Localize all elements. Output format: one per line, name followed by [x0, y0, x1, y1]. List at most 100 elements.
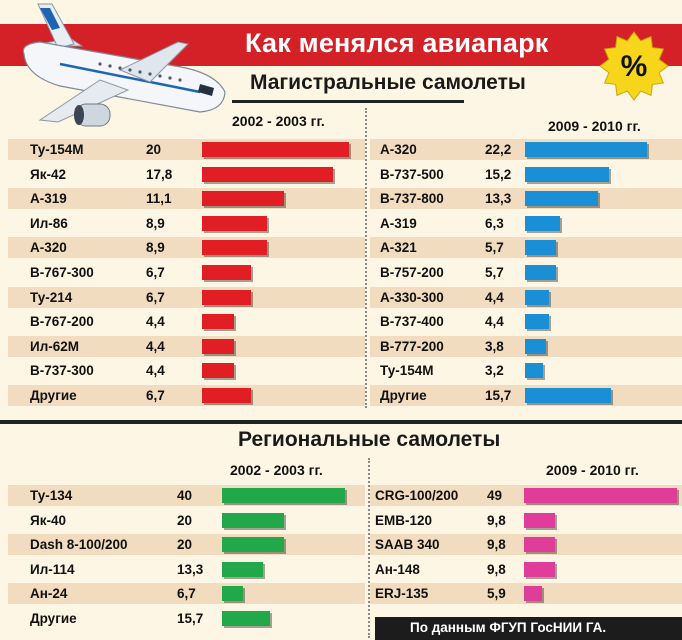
value-label: 6,7	[146, 289, 165, 305]
bar-main-2002	[202, 142, 349, 157]
value-label: 20	[177, 512, 193, 528]
bar-main-2009	[525, 215, 560, 231]
value-label: 6,7	[146, 388, 165, 403]
bar-regional-2009	[524, 512, 555, 528]
value-label: 4,4	[485, 289, 504, 305]
page-title: Как менялся авиапарк	[245, 28, 549, 58]
period-label-main-right: 2009 - 2010 гг.	[548, 118, 641, 134]
value-label: 5,9	[487, 586, 506, 602]
value-label: 9,8	[487, 512, 506, 528]
category-label: Dash 8-100/200	[30, 537, 128, 553]
column-divider	[365, 108, 367, 408]
section-title-regional: Региональные самолеты	[238, 428, 501, 451]
value-label: 15,7	[177, 611, 204, 626]
badge-text: %	[621, 50, 648, 83]
airplane-illustration	[22, 3, 226, 127]
category-label: Ил-114	[30, 561, 75, 577]
category-label: Другие	[30, 388, 77, 403]
value-label: 11,1	[146, 191, 172, 207]
bar-regional-2002	[222, 611, 270, 626]
category-label: Ил-62М	[30, 338, 80, 354]
category-label: А-320	[380, 142, 417, 157]
bar-main-2002	[202, 191, 284, 207]
category-label: Як-42	[30, 166, 66, 182]
value-label: 6,7	[146, 265, 165, 280]
category-label: А-319	[30, 191, 67, 207]
section-divider	[0, 420, 682, 424]
value-label: 6,7	[177, 586, 196, 602]
category-label: B-767-300	[30, 265, 94, 280]
row-background	[8, 385, 365, 406]
source-box	[375, 617, 682, 640]
section-rule	[232, 100, 464, 103]
category-label: А-319	[380, 215, 417, 231]
category-label: Ту-214	[30, 289, 73, 305]
category-label: А-320	[30, 240, 67, 256]
bar-main-2009	[525, 314, 549, 330]
bar-regional-2009	[524, 537, 555, 553]
bar-main-2002	[202, 265, 251, 280]
bar-regional-2009	[524, 488, 677, 503]
bar-main-2002	[202, 338, 234, 354]
category-label: Ил-86	[30, 215, 68, 231]
bar-main-2002	[202, 314, 234, 330]
category-label: Другие	[380, 388, 427, 403]
row-background	[8, 335, 365, 357]
bar-regional-2002	[222, 488, 345, 503]
category-label: ERJ-135	[375, 586, 429, 602]
bar-main-2009	[525, 240, 556, 256]
bar-regional-2002	[222, 561, 263, 577]
value-label: 15,7	[485, 388, 512, 403]
period-label-main-left: 2002 - 2003 гг.	[232, 113, 325, 129]
row-background	[8, 286, 365, 308]
section-title-main: Магистральные самолеты	[250, 71, 526, 94]
value-label: 17,8	[146, 166, 173, 182]
bar-main-2009	[525, 338, 546, 354]
category-label: Ан-24	[30, 586, 68, 602]
value-label: 3,2	[485, 363, 504, 379]
value-label: 20	[177, 537, 193, 553]
period-label-regional-right: 2009 - 2010 гг.	[546, 462, 639, 478]
category-label: B-737-800	[380, 191, 444, 207]
value-label: 8,9	[146, 240, 165, 256]
category-label: EMB-120	[375, 512, 433, 528]
category-label: Як-40	[30, 512, 66, 528]
value-label: 3,8	[485, 338, 504, 354]
value-label: 4,4	[146, 363, 165, 379]
bar-main-2009	[525, 363, 543, 379]
category-label: Ту-154М	[380, 363, 434, 379]
category-label: Ту-154М	[30, 142, 84, 157]
bar-main-2002	[202, 388, 251, 403]
bar-regional-2002	[222, 537, 284, 553]
bar-main-2002	[202, 289, 251, 305]
bar-main-2009	[525, 289, 549, 305]
value-label: 5,7	[485, 240, 504, 256]
bar-main-2002	[202, 240, 267, 256]
category-label: B-737-300	[30, 363, 94, 379]
category-label: B-767-200	[30, 314, 94, 330]
value-label: 6,3	[485, 215, 504, 231]
bar-main-2009	[525, 166, 609, 182]
period-label-regional-left: 2002 - 2003 гг.	[230, 462, 323, 478]
value-label: 9,8	[487, 561, 506, 577]
value-label: 49	[487, 488, 503, 503]
source-note: По данным ФГУП ГосНИИ ГА.	[410, 620, 607, 635]
category-label: B-777-200	[380, 338, 444, 354]
category-label: CRG-100/200	[375, 488, 459, 503]
category-label: B-737-400	[380, 314, 444, 330]
value-label: 4,4	[485, 314, 504, 330]
category-label: А-330-300	[380, 289, 444, 305]
category-label: B-737-500	[380, 166, 444, 182]
value-label: 4,4	[146, 314, 165, 330]
bar-main-2002	[202, 215, 267, 231]
category-label: Другие	[30, 611, 77, 626]
bar-main-2002	[202, 166, 333, 182]
value-label: 5,7	[485, 265, 504, 280]
value-label: 8,9	[146, 215, 165, 231]
value-label: 4,4	[146, 338, 165, 354]
value-label: 13,3	[177, 561, 204, 577]
value-label: 22,2	[485, 142, 512, 157]
bar-main-2009	[525, 191, 598, 207]
category-label: B-757-200	[380, 265, 444, 280]
category-label: Ту-134	[30, 488, 73, 503]
